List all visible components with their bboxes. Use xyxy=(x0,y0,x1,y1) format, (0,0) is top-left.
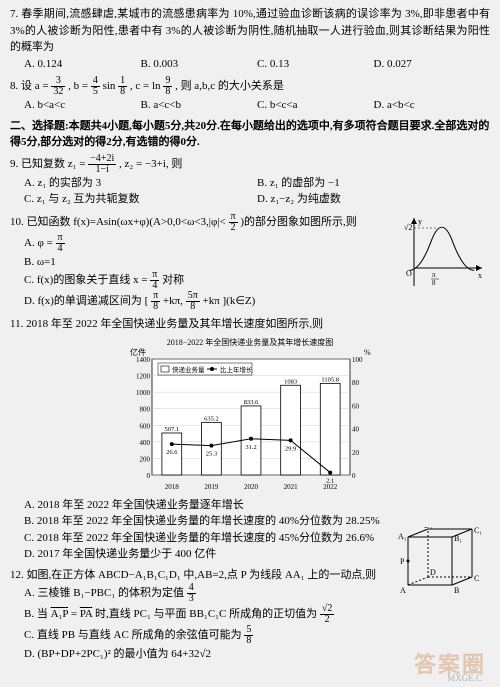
svg-text:比上年增长: 比上年增长 xyxy=(220,365,253,374)
peak-label: √2 xyxy=(404,223,412,232)
svg-text:2021: 2021 xyxy=(284,483,299,491)
svg-text:0: 0 xyxy=(147,472,151,480)
q8-text: 8. 设 a = 332 , b = 45 sin 18 , c = ln 98… xyxy=(10,76,490,97)
svg-text:1083: 1083 xyxy=(284,378,297,385)
svg-text:B₁: B₁ xyxy=(454,534,462,543)
svg-text:60: 60 xyxy=(352,402,360,410)
cube-figure: A₁ B₁ C₁ D₁ A B C D P xyxy=(394,527,486,609)
q9-opt-c: C. z₁ 与 z₂ 互为共轭复数 xyxy=(24,191,257,208)
svg-text:2019: 2019 xyxy=(204,483,219,491)
svg-text:80: 80 xyxy=(352,379,360,387)
q7-text: 7. 春季期间,流感肆虐,某城市的流感患病率为 10%,通过验血诊断该病的误诊率… xyxy=(10,6,490,56)
q8-options: A. b<a<c B. a<c<b C. b<c<a D. a<b<c xyxy=(10,97,490,114)
q8-opt-d: D. a<b<c xyxy=(374,97,491,114)
q8-frac1: 332 xyxy=(51,76,65,97)
q11-opt-a: A. 2018 年至 2022 年全国快递业务量逐年增长 xyxy=(10,497,490,514)
q9-frac: −4+2i1−i xyxy=(88,154,116,175)
svg-text:P: P xyxy=(400,557,405,566)
svg-text:快递业务量: 快递业务量 xyxy=(172,365,205,374)
q8-frac2: 45 xyxy=(91,76,100,97)
watermark-url: MXGE.C xyxy=(447,672,482,686)
svg-text:635.2: 635.2 xyxy=(204,415,219,422)
q8-frac3: 18 xyxy=(118,76,127,97)
x-axis-label: x xyxy=(478,271,482,280)
question-9: 9. 已知复数 z₁ = −4+2i1−i , z₂ = −3+i, 则 A. … xyxy=(10,154,490,208)
q11-text: 11. 2018 年至 2022 年全国快递业务量及其年增长速度如图所示,则 xyxy=(10,316,490,333)
svg-text:0: 0 xyxy=(352,472,356,480)
svg-text:2.1: 2.1 xyxy=(326,477,334,484)
q8-opt-c: C. b<c<a xyxy=(257,97,374,114)
svg-text:C: C xyxy=(474,574,479,583)
section-2-header: 二、选择题:本题共4小题,每小题5分,共20分.在每小题给出的选项中,有多项符合… xyxy=(10,118,490,151)
svg-text:100: 100 xyxy=(352,356,363,364)
svg-text:A₁: A₁ xyxy=(398,532,407,541)
q10-pi2: π2 xyxy=(229,212,238,233)
svg-text:C₁: C₁ xyxy=(474,527,482,535)
svg-text:200: 200 xyxy=(140,455,151,463)
q12-opt-c: C. 直线 PB 与直线 AC 所成角的余弦值可能为 58 xyxy=(10,625,490,646)
q8-prefix: 8. 设 a = xyxy=(10,80,51,92)
q7-opt-d: D. 0.027 xyxy=(374,56,491,73)
q9-opt-b: B. z₁ 的虚部为 −1 xyxy=(257,175,490,192)
q9-text: 9. 已知复数 z₁ = −4+2i1−i , z₂ = −3+i, 则 xyxy=(10,154,490,175)
q9-options: A. z₁ 的实部为 3 B. z₁ 的虚部为 −1 C. z₁ 与 z₂ 互为… xyxy=(10,175,490,208)
q7-opt-c: C. 0.13 xyxy=(257,56,374,73)
question-10: 10. 已知函数 f(x)=Asin(ωx+φ)(A>0,0<ω<3,|φ|< … xyxy=(10,212,490,313)
svg-text:26.6: 26.6 xyxy=(166,449,178,456)
svg-text:31.2: 31.2 xyxy=(245,443,256,450)
svg-text:D₁: D₁ xyxy=(424,527,433,530)
svg-text:400: 400 xyxy=(140,438,151,446)
q9-opt-d: D. z₁−z₂ 为纯虚数 xyxy=(257,191,490,208)
q9-opt-a: A. z₁ 的实部为 3 xyxy=(24,175,257,192)
sine-curve xyxy=(409,227,474,270)
svg-text:600: 600 xyxy=(140,422,151,430)
svg-text:2018: 2018 xyxy=(165,483,180,491)
svg-text:%: % xyxy=(364,348,371,357)
svg-text:40: 40 xyxy=(352,425,360,433)
q10-opt-d: D. f(x)的单调递减区间为 [ π8 +kπ, 5π8 +kπ ](k∈Z) xyxy=(10,291,490,312)
bar-line-chart: 2018−2022 年全国快递业务量及其年增长速度图亿件%02004006008… xyxy=(120,335,380,495)
svg-text:800: 800 xyxy=(140,405,151,413)
svg-text:B: B xyxy=(454,586,459,595)
q8-opt-a: A. b<a<c xyxy=(24,97,141,114)
svg-text:29.9: 29.9 xyxy=(285,445,296,452)
y-axis-label: y xyxy=(418,217,422,226)
svg-text:1200: 1200 xyxy=(136,372,151,380)
sine-graph: √2 O x y π8 xyxy=(402,214,484,292)
q7-options: A. 0.124 B. 0.003 C. 0.13 D. 0.027 xyxy=(10,56,490,73)
q7-opt-a: A. 0.124 xyxy=(24,56,141,73)
svg-text:1105.8: 1105.8 xyxy=(321,376,339,383)
svg-text:2018−2022 年全国快递业务量及其年增长速度图: 2018−2022 年全国快递业务量及其年增长速度图 xyxy=(167,337,334,347)
svg-text:D: D xyxy=(430,568,436,577)
q7-opt-b: B. 0.003 xyxy=(141,56,258,73)
svg-text:1400: 1400 xyxy=(136,356,151,364)
question-8: 8. 设 a = 332 , b = 45 sin 18 , c = ln 98… xyxy=(10,76,490,114)
origin-label: O xyxy=(406,269,412,278)
svg-text:20: 20 xyxy=(352,448,360,456)
svg-text:2020: 2020 xyxy=(244,483,259,491)
q8-opt-b: B. a<c<b xyxy=(141,97,258,114)
svg-text:A: A xyxy=(400,586,406,595)
svg-text:25.3: 25.3 xyxy=(206,450,217,457)
svg-text:833.6: 833.6 xyxy=(244,398,259,405)
svg-text:1000: 1000 xyxy=(136,389,151,397)
question-7: 7. 春季期间,流感肆虐,某城市的流感患病率为 10%,通过验血诊断该病的误诊率… xyxy=(10,6,490,72)
svg-text:507.1: 507.1 xyxy=(164,425,179,432)
q8-frac4: 98 xyxy=(163,76,172,97)
